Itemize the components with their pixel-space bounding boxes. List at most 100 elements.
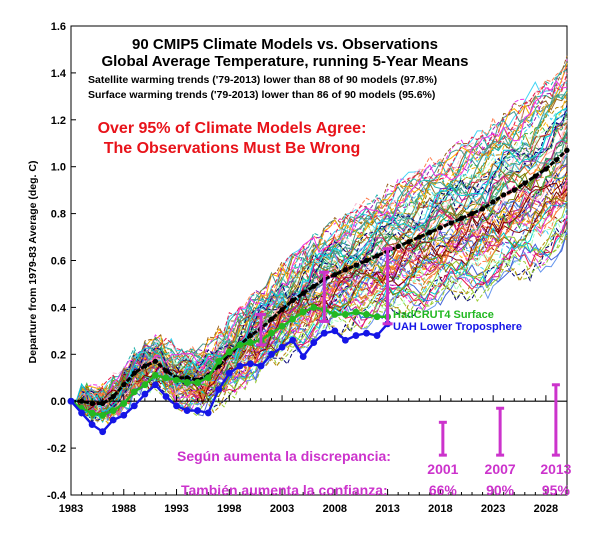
chart-title-line-2: Global Average Temperature, running 5-Ye…	[101, 53, 468, 70]
data-point	[289, 315, 297, 323]
data-point	[120, 400, 128, 407]
data-point	[100, 400, 106, 407]
confidence-label: También aumenta la confianza:	[181, 482, 388, 498]
data-point	[278, 343, 286, 351]
data-point	[300, 290, 306, 296]
x-tick-label: 2023	[481, 503, 505, 515]
y-tick-label: 0.4	[51, 302, 67, 314]
model-run-line	[71, 107, 568, 413]
y-tick-label: 0.6	[51, 256, 66, 268]
model-run-line	[71, 80, 568, 414]
data-point	[183, 379, 191, 386]
data-point	[194, 379, 202, 386]
x-tick-label: 1988	[112, 503, 136, 515]
data-point	[173, 402, 180, 410]
data-point	[247, 360, 254, 368]
headline-line-1: Over 95% of Climate Models Agree:	[98, 120, 367, 137]
data-point	[490, 199, 496, 205]
x-tick-label: 2028	[534, 503, 558, 515]
data-point	[183, 407, 191, 414]
data-point	[130, 402, 138, 410]
data-point	[395, 243, 401, 250]
data-point	[353, 262, 359, 268]
data-point	[99, 428, 107, 436]
data-point	[120, 411, 128, 419]
data-point	[88, 421, 96, 429]
data-point	[225, 369, 233, 377]
data-point	[299, 308, 307, 316]
data-point	[310, 304, 318, 311]
data-point	[448, 220, 454, 226]
confidence-year: 2001	[427, 461, 458, 477]
data-point	[363, 311, 370, 318]
data-point	[363, 257, 370, 264]
data-point	[152, 381, 159, 389]
x-tick-label: 1993	[164, 503, 188, 515]
data-point	[152, 372, 159, 379]
data-point	[532, 173, 538, 179]
data-point	[341, 311, 349, 318]
y-tick-label: 1.4	[51, 68, 67, 80]
y-tick-label: 1.0	[51, 162, 66, 174]
data-point	[331, 311, 339, 318]
data-point	[416, 234, 422, 240]
y-axis-label: Departure from 1979-83 Average (deg. C)	[27, 161, 39, 364]
data-point	[67, 397, 75, 405]
data-point	[469, 211, 475, 217]
data-point	[437, 225, 443, 231]
data-point	[110, 393, 116, 400]
model-run-line	[71, 55, 568, 402]
y-tick-label: 1.6	[51, 21, 66, 33]
data-point	[310, 339, 318, 346]
confidence-annotation: 2001 66% 2007 90% 2013 95%	[427, 383, 572, 498]
x-tick-label: 2008	[323, 503, 347, 515]
data-point	[247, 339, 254, 346]
data-point	[89, 400, 95, 407]
data-point	[341, 336, 349, 344]
data-point	[290, 297, 296, 303]
confidence-percent: 95%	[542, 482, 571, 498]
data-point	[373, 332, 381, 339]
data-point	[279, 307, 285, 313]
model-run-line	[71, 173, 568, 425]
data-point	[564, 147, 570, 153]
confidence-year: 2007	[485, 461, 516, 477]
x-tick-label: 2018	[428, 503, 452, 515]
model-run-line	[71, 68, 568, 415]
y-tick-label: -0.2	[47, 443, 66, 455]
surface-note: Surface warming trends ('79-2013) lower …	[88, 89, 435, 101]
data-point	[543, 166, 549, 172]
data-point	[142, 363, 148, 369]
data-point	[289, 336, 297, 344]
x-axis-tick-labels: 1983 1988 1993 1998 2003 2008 2013 2018 2023 2028	[59, 503, 558, 515]
data-point	[194, 407, 202, 414]
data-point	[225, 348, 233, 356]
model-run-line	[71, 232, 568, 422]
data-point	[458, 215, 465, 221]
headline-line-2: The Observations Must Be Wrong	[104, 140, 361, 157]
x-tick-label: 1983	[59, 503, 83, 515]
data-point	[320, 329, 328, 337]
model-run-line	[71, 140, 568, 414]
y-tick-label: 0.8	[51, 209, 66, 221]
model-run-line	[71, 130, 568, 408]
model-runs	[71, 55, 568, 425]
data-point	[109, 416, 117, 424]
data-point	[236, 341, 244, 349]
data-point	[215, 357, 223, 365]
confidence-percent: 90%	[486, 482, 515, 498]
y-tick-label: 0.2	[51, 349, 66, 361]
hadcrut-label: HadCRUT4 Surface	[393, 309, 494, 321]
model-run-line	[71, 72, 568, 407]
data-point	[479, 206, 486, 212]
data-point	[215, 386, 223, 393]
data-point	[163, 368, 169, 374]
discrepancy-bars	[255, 247, 393, 347]
model-run-line	[71, 104, 568, 409]
data-point	[501, 192, 507, 198]
data-point	[173, 376, 180, 384]
data-point	[352, 308, 360, 316]
data-point	[342, 267, 348, 273]
satellite-note: Satellite warming trends ('79-2013) lowe…	[88, 74, 437, 86]
